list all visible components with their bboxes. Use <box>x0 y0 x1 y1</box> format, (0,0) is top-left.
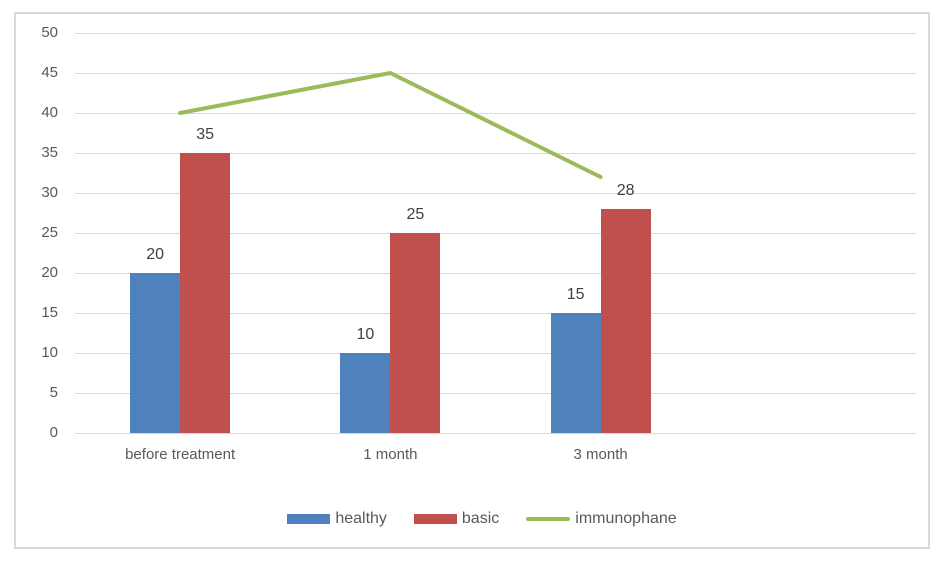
legend-label: healthy <box>335 510 387 527</box>
legend-label: immunophane <box>575 510 677 527</box>
y-tick-label: 5 <box>49 384 58 401</box>
bar-healthy <box>550 313 601 433</box>
bar-basic <box>390 233 441 433</box>
chart-frame: 0 5 10 15 20 25 30 35 40 45 50 20 35 before treatment… <box>14 12 930 549</box>
gridline <box>75 32 916 34</box>
gridline <box>75 112 916 114</box>
y-tick-label: 35 <box>41 144 58 161</box>
bar-healthy <box>130 273 181 433</box>
y-tick-label: 30 <box>41 184 58 201</box>
bar-value-label: 15 <box>566 286 585 303</box>
bar-value-label: 25 <box>406 206 425 223</box>
y-tick-label: 25 <box>41 224 58 241</box>
plot-area: 0 5 10 15 20 25 30 35 40 45 50 20 35 before treatment… <box>41 24 916 463</box>
bar-value-label: 35 <box>196 126 215 143</box>
y-tick-label: 10 <box>41 344 58 361</box>
y-tick-label: 50 <box>41 24 58 41</box>
y-tick-label: 20 <box>41 264 58 281</box>
legend-bar-swatch <box>287 514 331 524</box>
legend: healthy basic immunophane <box>36 507 928 531</box>
y-tick-label: 15 <box>41 304 58 321</box>
legend-item-immunophane: immunophane <box>526 510 677 528</box>
bar-healthy <box>340 353 391 433</box>
gridline <box>75 352 916 354</box>
bar-value-label: 28 <box>616 182 635 199</box>
legend-line-swatch <box>526 517 571 521</box>
bar-basic <box>600 209 651 433</box>
gridline <box>75 312 916 314</box>
gridline <box>75 192 916 194</box>
legend-label: basic <box>461 510 500 527</box>
gridline <box>75 432 916 434</box>
bar-basic <box>180 153 231 433</box>
legend-item-basic: basic <box>413 510 500 528</box>
bar-value-label: 10 <box>356 326 375 343</box>
legend-item-healthy: healthy <box>287 510 387 528</box>
y-tick-label: 45 <box>41 64 58 81</box>
legend-bar-swatch <box>413 514 457 524</box>
gridline <box>75 272 916 274</box>
gridline <box>75 72 916 74</box>
y-tick-label: 40 <box>41 104 58 121</box>
bar-value-label: 20 <box>146 246 165 263</box>
x-category-label: 3 month <box>573 446 628 463</box>
gridline <box>75 232 916 234</box>
x-category-label: before treatment <box>125 446 236 463</box>
y-tick-label: 0 <box>49 424 58 441</box>
gridline <box>75 392 916 394</box>
x-category-label: 1 month <box>363 446 418 463</box>
